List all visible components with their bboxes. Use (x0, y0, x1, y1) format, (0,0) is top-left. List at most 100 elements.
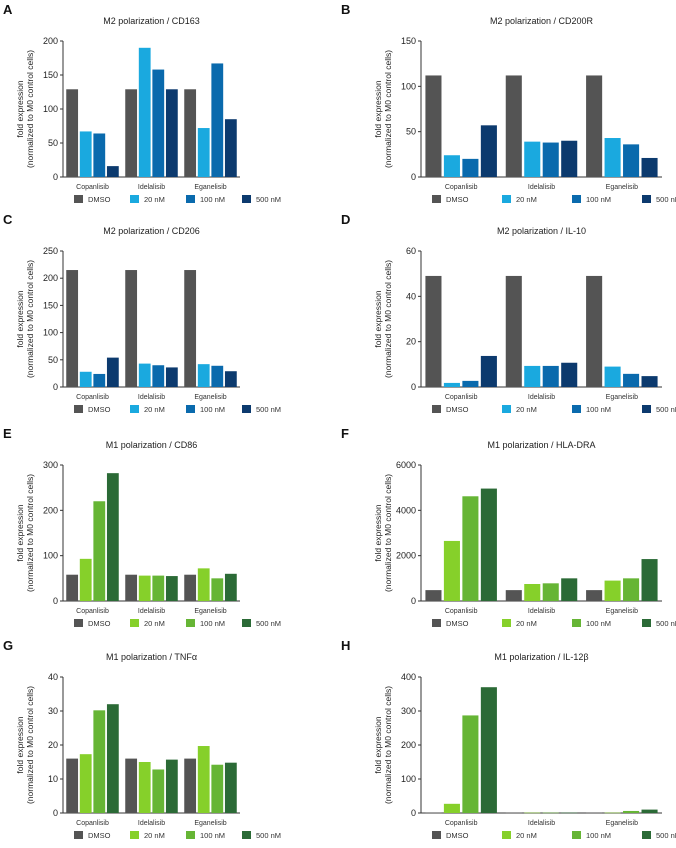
chart-svg: F M1 polarization / HLA-DRA fold expressio… (341, 426, 676, 628)
y-axis-label-line2: (normalized to M0 control cells) (383, 260, 393, 378)
y-tick-label: 2000 (396, 551, 416, 561)
bar-eganelisib-500nm (224, 371, 237, 387)
y-tick-label: 0 (53, 808, 58, 818)
bar-eganelisib-500nm (224, 573, 237, 601)
bar-copanlisib-20nm (443, 803, 460, 813)
bar-copanlisib-20nm (443, 382, 460, 387)
x-tick-label: Eganelisib (194, 820, 226, 827)
legend-swatch (242, 619, 251, 627)
y-axis-label-line2: (normalized to M0 control cells) (383, 50, 393, 168)
panel-letter: D (341, 212, 350, 227)
y-tick-label: 100 (401, 774, 416, 784)
y-tick-label: 400 (401, 672, 416, 682)
y-tick-label: 150 (43, 70, 58, 80)
bar-copanlisib-500nm (106, 704, 119, 813)
bar-copanlisib-dmso (425, 275, 442, 387)
legend-label: DMSO (446, 195, 469, 204)
bar-eganelisib-500nm (224, 119, 237, 177)
chart-svg: E M1 polarization / CD86 fold expression(n… (3, 426, 281, 628)
bar-eganelisib-dmso (184, 574, 197, 601)
legend-swatch (242, 405, 251, 413)
legend-swatch (502, 831, 511, 839)
legend-swatch (502, 405, 511, 413)
legend-label: 500 nM (656, 831, 676, 840)
legend-swatch (186, 831, 195, 839)
chart-panel-E: E M1 polarization / CD86 fold expression(n… (0, 424, 338, 636)
y-tick-label: 100 (43, 104, 58, 114)
bar-idelalisib-100nm (152, 769, 165, 813)
legend-swatch (130, 831, 139, 839)
panel-letter: C (3, 212, 13, 227)
bar-eganelisib-20nm (197, 364, 210, 387)
y-axis-label: fold expression(normalized to M0 control… (15, 474, 35, 592)
bar-idelalisib-500nm (165, 89, 178, 177)
legend-label: 20 nM (516, 405, 537, 414)
y-axis-label-line2: (normalized to M0 control cells) (383, 474, 393, 592)
y-tick-label: 50 (48, 138, 58, 148)
y-axis-label-line2: (normalized to M0 control cells) (25, 50, 35, 168)
legend-swatch (130, 405, 139, 413)
bar-idelalisib-500nm (561, 578, 578, 601)
legend-swatch (130, 195, 139, 203)
legend-label: 20 nM (144, 619, 165, 628)
y-axis-label: fold expression(normalized to M0 control… (373, 260, 393, 378)
legend-label: 100 nM (200, 619, 225, 628)
panel-letter: E (3, 426, 12, 441)
legend-label: 100 nM (200, 405, 225, 414)
bar-idelalisib-500nm (165, 576, 178, 601)
y-axis-label-line1: fold expression (373, 80, 383, 137)
bar-idelalisib-dmso (505, 812, 522, 814)
x-tick-label: Eganelisib (194, 394, 226, 401)
y-axis-label-line1: fold expression (15, 716, 25, 773)
x-tick-label: Copanlisib (76, 608, 109, 615)
chart-panel-H: H M1 polarization / IL-12β fold expression… (338, 636, 676, 848)
bar-copanlisib-100nm (93, 133, 106, 177)
y-axis-label: fold expression(normalized to M0 control… (15, 686, 35, 804)
legend-swatch (186, 619, 195, 627)
legend-swatch (186, 195, 195, 203)
bar-copanlisib-dmso (66, 574, 79, 601)
bar-idelalisib-dmso (125, 270, 138, 387)
y-tick-label: 4000 (396, 505, 416, 515)
y-tick-label: 0 (53, 172, 58, 182)
legend-swatch (572, 831, 581, 839)
y-tick-label: 60 (406, 246, 416, 256)
chart-svg: D M2 polarization / IL-10 fold expression(… (341, 212, 676, 414)
panel-letter: F (341, 426, 349, 441)
y-tick-label: 20 (406, 337, 416, 347)
bar-copanlisib-100nm (93, 501, 106, 601)
bar-eganelisib-100nm (623, 810, 640, 813)
bar-eganelisib-20nm (604, 366, 621, 387)
x-tick-label: Copanlisib (445, 820, 478, 827)
legend-swatch (432, 195, 441, 203)
bar-copanlisib-20nm (443, 540, 460, 601)
bar-idelalisib-20nm (138, 575, 151, 601)
bar-idelalisib-dmso (505, 590, 522, 601)
legend-swatch (502, 619, 511, 627)
chart-panel-A: A M2 polarization / CD163 fold expression(… (0, 0, 338, 212)
legend-label: 20 nM (144, 405, 165, 414)
bar-copanlisib-dmso (425, 75, 442, 177)
y-tick-label: 0 (411, 596, 416, 606)
bar-eganelisib-100nm (211, 578, 224, 601)
x-tick-label: Idelalisib (528, 184, 555, 191)
legend-swatch (242, 831, 251, 839)
bar-idelalisib-20nm (524, 584, 541, 601)
bar-eganelisib-500nm (224, 762, 237, 813)
bar-copanlisib-20nm (443, 155, 460, 177)
y-tick-label: 150 (401, 36, 416, 46)
bar-eganelisib-dmso (586, 812, 603, 814)
chart-title: M1 polarization / HLA-DRA (487, 440, 595, 450)
bar-eganelisib-dmso (586, 75, 603, 177)
legend-label: 100 nM (200, 831, 225, 840)
y-tick-label: 20 (48, 740, 58, 750)
y-tick-label: 250 (43, 246, 58, 256)
chart-title: M1 polarization / TNFα (106, 652, 197, 662)
bar-copanlisib-100nm (462, 158, 479, 177)
x-tick-label: Eganelisib (606, 608, 638, 615)
y-axis-label-line2: (normalized to M0 control cells) (25, 474, 35, 592)
bar-idelalisib-dmso (505, 275, 522, 387)
y-axis-label-line1: fold expression (373, 716, 383, 773)
bar-copanlisib-100nm (93, 373, 106, 387)
y-tick-label: 0 (411, 172, 416, 182)
